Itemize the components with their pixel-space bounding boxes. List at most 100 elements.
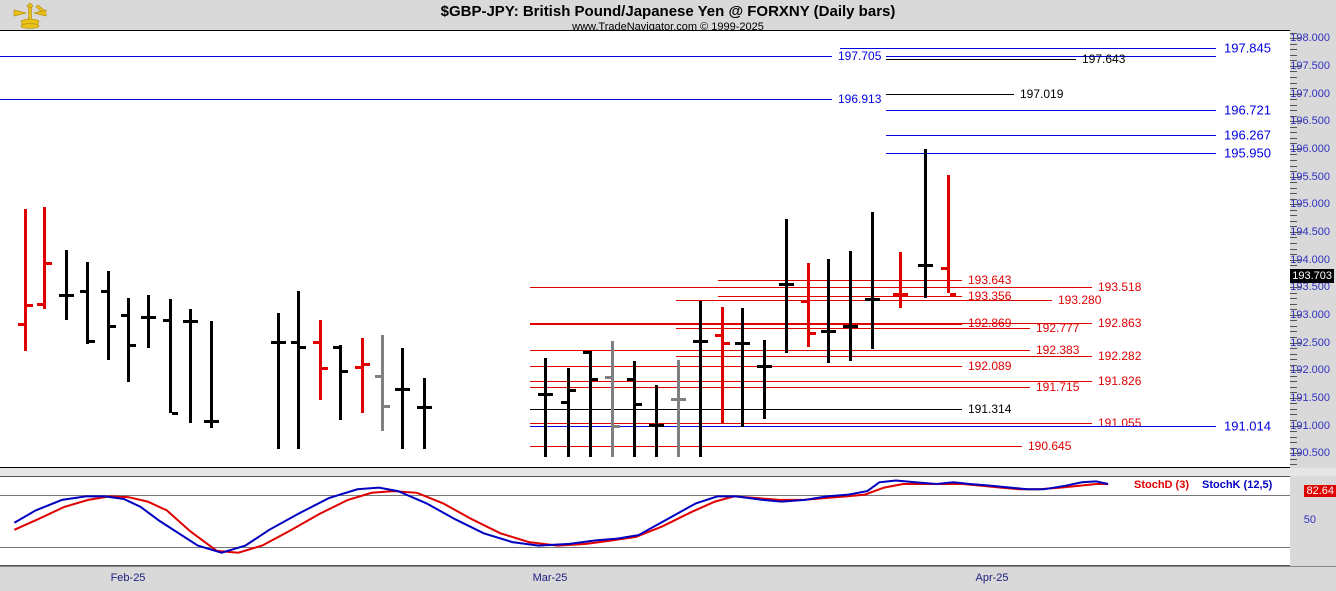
price-axis-major-tick [1290,342,1301,344]
price-level-line[interactable] [886,110,1216,112]
bar-open-tick [627,377,633,381]
bar-close-tick [68,293,74,297]
bar-open-tick [821,329,827,333]
price-chart-pane[interactable]: 197.845 197.705 197.643 196.913 197.019 196.7… [0,30,1290,468]
bar-open-tick [163,318,169,322]
price-level-line[interactable] [676,355,1092,357]
bar-high-low [763,339,766,419]
bar-close-tick [130,343,136,347]
price-axis-minor-tick [1290,209,1297,211]
price-axis-minor-tick [1290,320,1297,322]
bar-high-low [611,340,614,457]
price-axis-minor-tick [1290,132,1297,134]
price-axis-label: 195.500 [1290,170,1330,183]
price-axis-minor-tick [1290,49,1297,51]
price-level-line[interactable] [840,47,1216,49]
price-level-label: 191.826 [1098,373,1142,388]
price-level-label: 192.282 [1098,348,1142,363]
bar-close-tick [766,364,772,368]
stochastic-axis[interactable]: 82.64 50 [1290,476,1336,566]
price-level-line[interactable] [530,425,1216,427]
price-axis-minor-tick [1290,431,1297,433]
stochk-legend: StochK (12,5) [1202,479,1273,491]
price-axis-major-tick [1290,65,1301,67]
price-level-line[interactable] [530,423,1092,425]
bar-high-low [849,251,852,362]
bar-open-tick [671,398,677,402]
price-level-label: 197.643 [1082,52,1126,67]
price-level-label: 196.721 [1224,102,1271,118]
bar-close-tick [852,324,858,328]
price-level-line[interactable] [0,55,832,57]
price-level-line[interactable] [886,152,1216,154]
price-level-line[interactable] [718,296,962,298]
price-level-line[interactable] [676,328,1030,330]
price-axis-minor-tick [1290,126,1297,128]
chart-header: $GBP-JPY: British Pound/Japanese Yen @ F… [0,0,1336,33]
price-level-line[interactable] [886,59,1076,61]
price-level-line[interactable] [676,300,1052,302]
price-axis-minor-tick [1290,408,1297,410]
bar-high-low [721,307,724,424]
price-axis[interactable]: 198.000 197.500 197.000 196.500 196.000 195.5… [1290,30,1336,468]
price-axis-label: 194.500 [1290,225,1330,238]
price-axis-minor-tick [1290,464,1297,466]
price-level-line[interactable] [886,55,1216,57]
price-level-line[interactable] [530,446,1022,448]
price-axis-major-tick [1290,176,1301,178]
price-axis-minor-tick [1290,171,1297,173]
price-level-line[interactable] [530,409,962,411]
bar-close-tick [172,412,178,416]
price-level-label: 196.913 [838,92,882,107]
bar-high-low [871,211,874,349]
price-level-line[interactable] [530,380,1092,382]
price-axis-label: 191.500 [1290,391,1330,404]
price-level-line[interactable] [718,280,962,282]
price-axis-major-tick [1290,204,1301,206]
price-level-label: 192.869 [968,316,1012,331]
price-level-line[interactable] [676,323,1092,325]
price-level-line[interactable] [530,287,1092,289]
price-level-line[interactable] [530,386,1030,388]
price-axis-minor-tick [1290,364,1297,366]
price-axis-minor-tick [1290,43,1297,45]
price-axis-minor-tick [1290,82,1297,84]
price-axis-minor-tick [1290,331,1297,333]
price-axis-minor-tick [1290,193,1297,195]
price-axis-label: 192.500 [1290,336,1330,349]
bar-close-tick [592,377,598,381]
price-level-line[interactable] [530,366,962,368]
bar-open-tick [59,293,65,297]
bar-close-tick [874,297,880,301]
bar-high-low [401,347,404,449]
bar-open-tick [375,374,381,378]
price-axis-label: 196.500 [1290,115,1330,128]
bar-high-low [107,271,110,361]
price-level-line[interactable] [886,93,1014,95]
date-axis[interactable]: Feb-25 Mar-25 Apr-25 [0,566,1336,591]
price-level-label: 193.280 [1058,293,1102,308]
bar-open-tick [605,376,611,380]
stochastic-gridline [0,494,1290,496]
bar-open-tick [204,420,210,424]
price-level-line[interactable] [0,99,832,101]
bar-open-tick [18,323,24,327]
bar-close-tick [46,261,52,265]
bar-close-tick [322,367,328,371]
price-axis-major-tick [1290,231,1301,233]
bar-close-tick [927,264,933,268]
price-axis-minor-tick [1290,265,1297,267]
price-level-line[interactable] [530,350,1030,351]
price-axis-minor-tick [1290,458,1297,460]
stochastic-pane[interactable]: StochD (3) StochK (12,5) [0,476,1290,566]
price-level-line[interactable] [886,135,1216,137]
price-axis-minor-tick [1290,71,1297,73]
price-axis-minor-tick [1290,254,1297,256]
price-level-label: 192.863 [1098,316,1142,331]
price-axis-minor-tick [1290,110,1297,112]
price-axis-major-tick [1290,370,1301,372]
price-axis-minor-tick [1290,403,1297,405]
bar-open-tick [313,340,319,344]
bar-high-low [567,367,570,457]
price-axis-minor-tick [1290,386,1297,388]
